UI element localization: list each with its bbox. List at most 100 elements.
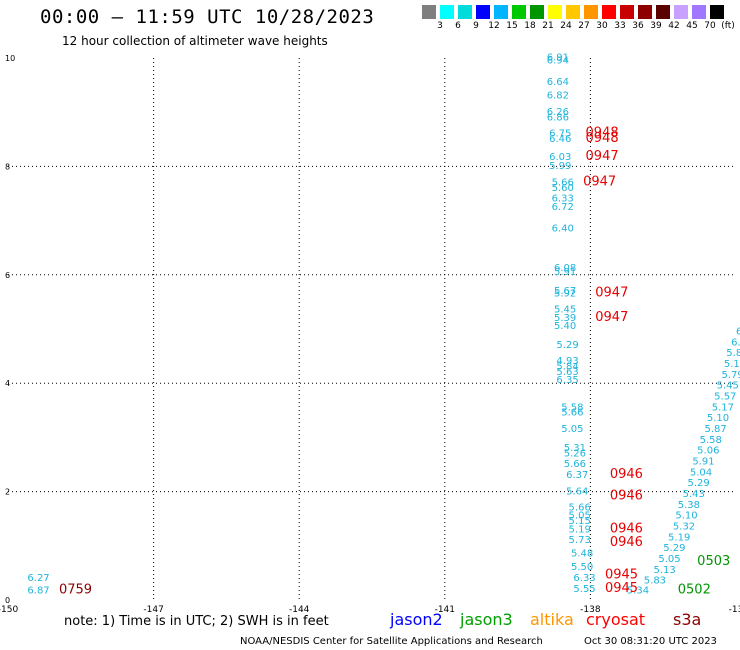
wave-height-label: 5.63 [556, 367, 578, 378]
wave-height-label: 5.66 [564, 459, 586, 470]
wave-height-label: 6.03 [549, 152, 571, 163]
legend-label: 70 [704, 21, 716, 31]
footer-note: note: 1) Time is in UTC; 2) SWH is in fe… [64, 614, 329, 629]
wave-height-label: 5.99 [549, 161, 571, 172]
legend-swatch [674, 5, 688, 19]
wave-height-label: 5.83 [644, 576, 666, 587]
legend-label: 21 [542, 21, 554, 31]
legend-swatch [530, 5, 544, 19]
wave-height-label: 6.33 [573, 573, 595, 584]
wave-height-label: 6.35 [556, 375, 578, 386]
chart-title: 00:00 – 11:59 UTC 10/28/2023 [40, 6, 375, 28]
legend-label: 24 [560, 21, 572, 31]
legend-label: 30 [596, 21, 608, 31]
legend-label: 12 [488, 21, 500, 31]
wave-height-label: 5.50 [571, 562, 593, 573]
legend-label: 3 [437, 21, 443, 31]
wave-height-label: 4.93 [556, 356, 578, 367]
wave-height-label: 5.84 [556, 362, 578, 373]
legend-label: 45 [686, 21, 698, 31]
legend-swatch [584, 5, 598, 19]
legend-swatch [602, 5, 616, 19]
wave-height-label: 6.37 [566, 470, 588, 481]
x-tick-label: -150 [0, 605, 18, 612]
satellite-jason3: jason3 [460, 610, 513, 629]
wave-height-label: 5.29 [663, 543, 685, 554]
wave-height-label: 5.19 [668, 532, 690, 543]
x-tick-label: -147 [143, 605, 163, 612]
legend-swatch [422, 5, 436, 19]
wave-height-label: 6.33 [552, 194, 574, 205]
legend-label: 15 [506, 21, 518, 31]
time-label: 0948 [586, 131, 619, 146]
wave-height-label: 6.27 [27, 573, 49, 584]
wave-height-label: 6.40 [552, 223, 574, 234]
time-label: 0947 [586, 149, 619, 164]
wave-height-label: 5.38 [678, 500, 700, 511]
x-tick-label: -13 [729, 605, 740, 612]
satellite-cryosat: cryosat [586, 610, 646, 629]
legend-swatch [494, 5, 508, 19]
wave-height-label: 6.08 [554, 263, 576, 274]
wave-height-label: 5.64 [566, 486, 588, 497]
wave-height-label: 5.45 [717, 381, 739, 392]
time-label: 0503 [697, 554, 730, 569]
wave-height-label: 5.57 [714, 391, 736, 402]
time-label: 0945 [605, 567, 638, 582]
wave-height-label: 5.87 [704, 424, 726, 435]
wave-height-label: 5.04 [690, 467, 712, 478]
wave-height-label: 5.91 [554, 267, 576, 278]
legend-swatch [566, 5, 580, 19]
wave-height-label: 5.92 [554, 288, 576, 299]
wave-height-label: 6.75 [549, 129, 571, 140]
wave-height-label: 5.66 [552, 177, 574, 188]
wave-height-label: 5.05 [569, 511, 591, 522]
legend-label: 42 [668, 21, 680, 31]
wave-height-label: 6.82 [547, 91, 569, 102]
wave-height-label: 5.17 [712, 402, 734, 413]
wave-height-label: 5.39 [554, 313, 576, 324]
satellite-jason2: jason2 [390, 610, 443, 629]
wave-height-label: 6.91 [547, 53, 569, 64]
legend-swatch [692, 5, 706, 19]
wave-height-label: 6.72 [552, 202, 574, 213]
wave-height-label: 5.73 [569, 535, 591, 546]
legend-swatch [476, 5, 490, 19]
wave-height-label: 5.06 [697, 446, 719, 457]
legend-swatch [458, 5, 472, 19]
wave-height-label: 5.10 [675, 511, 697, 522]
wave-height-label: 5.43 [683, 489, 705, 500]
legend-label: 9 [473, 21, 479, 31]
wave-height-label: 5.66 [569, 503, 591, 514]
time-label: 0947 [595, 310, 628, 325]
wave-height-label: 5.58 [700, 435, 722, 446]
y-tick-label: 6 [5, 271, 10, 280]
wave-height-label: 5.67 [554, 286, 576, 297]
wave-height-label: 5.48 [571, 549, 593, 560]
legend-label: (ft) [721, 21, 735, 31]
x-tick-label: -144 [289, 605, 310, 612]
wave-height-label: 5.55 [573, 584, 595, 595]
wave-height-label: 5.15 [569, 516, 591, 527]
legend-swatch [440, 5, 454, 19]
wave-height-label: 5.45 [554, 305, 576, 316]
legend-swatch [710, 5, 724, 19]
legend-label: 6 [455, 21, 461, 31]
legend-swatch [656, 5, 670, 19]
wave-height-label: 5.13 [653, 565, 675, 576]
legend-label: 18 [524, 21, 536, 31]
time-label: 0759 [59, 582, 92, 597]
legend-swatch [638, 5, 652, 19]
y-tick-label: 4 [5, 379, 10, 388]
time-label: 0502 [678, 582, 711, 597]
legend-label: 36 [632, 21, 644, 31]
legend-label: 39 [650, 21, 662, 31]
wave-height-label: 5.31 [564, 443, 586, 454]
y-tick-label: 2 [5, 488, 10, 497]
y-tick-label: 8 [5, 162, 10, 171]
time-label: 0948 [586, 126, 619, 141]
legend-swatch [548, 5, 562, 19]
wave-height-label: 6.87 [27, 585, 49, 596]
wave-height-label: 5.29 [556, 340, 578, 351]
satellite-altika: altika [530, 610, 574, 629]
